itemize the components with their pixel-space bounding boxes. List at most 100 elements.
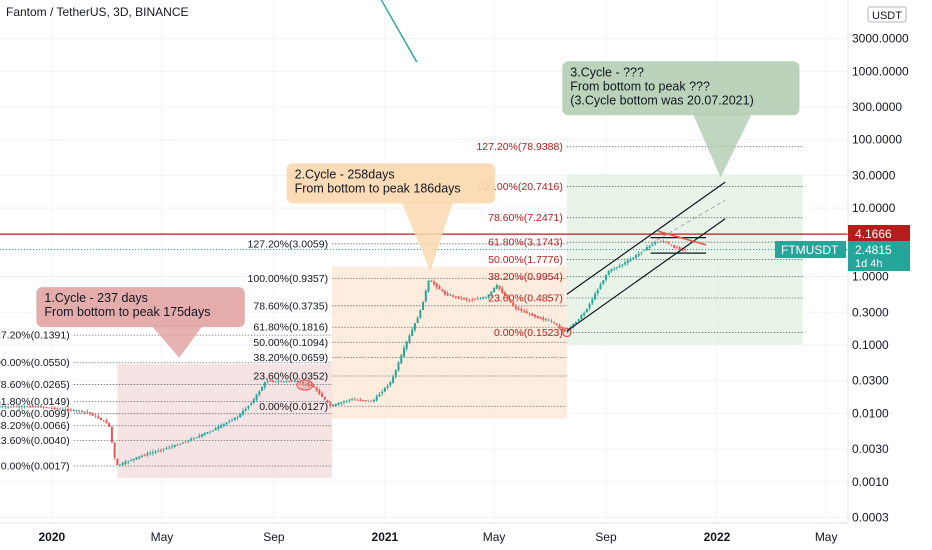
candle-body [411,329,414,336]
fib-cycle-1-level-label: 0.00%(0.0017) [1,461,70,473]
y-tick-label: 0.0010 [852,475,889,489]
candle-body [222,423,225,426]
candle-body [282,381,285,383]
candle-layer [0,239,687,467]
candle-body [241,410,244,415]
candle-body [443,291,446,295]
candle-body [247,405,250,409]
x-tick-label: 2020 [39,530,66,544]
candle-body [624,262,627,265]
candle-body [413,323,416,331]
candle-body [80,410,83,412]
y-tick-label: 300.0000 [852,100,902,114]
candle-body [427,280,430,292]
candle-body [138,456,141,459]
candle-body [293,380,296,382]
candle-body [45,406,48,408]
candle-body [181,442,184,444]
candle-body [457,296,460,299]
candle-body [195,437,198,439]
candle-body [479,298,482,300]
candle-body [12,406,15,408]
candle-body [610,269,613,272]
current-price-label: 4.1666 [855,227,892,241]
cycle-3-callout-text: From bottom to peak ??? [570,79,710,93]
candle-body [449,295,452,296]
candle-body [651,244,654,246]
candle-body [372,399,375,402]
candle-body [220,424,223,428]
y-tick-label: 1.0000 [852,270,889,284]
candle-body [629,258,632,261]
candle-body [48,407,51,409]
candle-body [203,433,206,436]
candle-body [659,241,662,243]
candle-body [594,293,597,300]
candle-body [274,381,277,383]
cycle-2-callout-text: From bottom to peak 186days [295,181,461,195]
fib-cycle-2-level-label: 0.00%(0.0127) [259,401,328,413]
fib-cycle-3-level-label: 0.00%(0.1523) [494,327,563,339]
candle-body [392,376,395,383]
candle-body [18,406,21,408]
candle-body [531,313,534,316]
fib-cycle-1-level-label: 78.60%(0.0265) [0,379,70,391]
candle-body [381,391,384,394]
time-axis[interactable]: 2020 May Sep 2021 May Sep 2022 May [0,522,932,550]
candle-body [416,317,419,324]
candle-body [198,435,201,438]
candle-body [419,310,422,319]
candle-body [176,444,179,446]
candle-body [588,303,591,309]
candle-body [539,317,542,319]
candle-body [280,381,283,383]
candle-body [266,381,269,383]
price-axis[interactable]: USDT 3000.0000 1000.0000 300.0000 100.0000 3… [847,0,932,550]
candle-body [430,281,433,282]
y-tick-label: 100.0000 [852,133,902,147]
candle-body [192,438,195,440]
candle-body [23,406,26,408]
candle-body [312,386,315,388]
candle-body [561,327,564,331]
candle-body [528,313,531,315]
y-tick-label: 0.0030 [852,442,889,456]
fib-cycle-2-level-label: 127.20%(3.0059) [248,238,329,250]
candle-body [602,280,605,285]
candle-body [200,434,203,437]
y-tick-label: 10.0000 [852,201,896,215]
countdown-label: 1d 4h [855,258,883,270]
candle-body [613,268,616,270]
candle-body [75,410,78,412]
candle-body [342,401,345,403]
candle-body [599,284,602,290]
x-tick-label: May [151,530,174,544]
candle-body [329,402,332,406]
cycle-2-callout-text: 2.Cycle - 258days [295,167,395,181]
candle-body [94,415,97,417]
cycle-3-callout-text: (3.Cycle bottom was 20.07.2021) [570,93,753,107]
candle-body [29,406,32,408]
candle-body [542,317,545,320]
candle-body [59,408,62,410]
candle-body [446,293,449,296]
candle-body [56,408,59,410]
candle-body [525,311,528,314]
x-tick-label: Sep [263,530,285,544]
candle-body [438,286,441,290]
candle-body [501,288,504,293]
candle-body [583,312,586,316]
x-tick-label: 2022 [704,530,731,544]
x-tick-label: May [483,530,506,544]
candle-body [206,432,209,434]
candle-body [400,355,403,364]
candle-body [277,381,280,383]
candle-body [121,462,124,465]
fib-cycle-3-level-label: 23.60%(0.4857) [488,292,563,304]
cycle-1-callout-box [36,287,245,328]
fib-cycle-2-level-label: 78.60%(0.3735) [253,300,328,312]
candle-body [359,399,362,401]
fib-cycle-3-level-label: 38.20%(0.9954) [488,271,563,283]
